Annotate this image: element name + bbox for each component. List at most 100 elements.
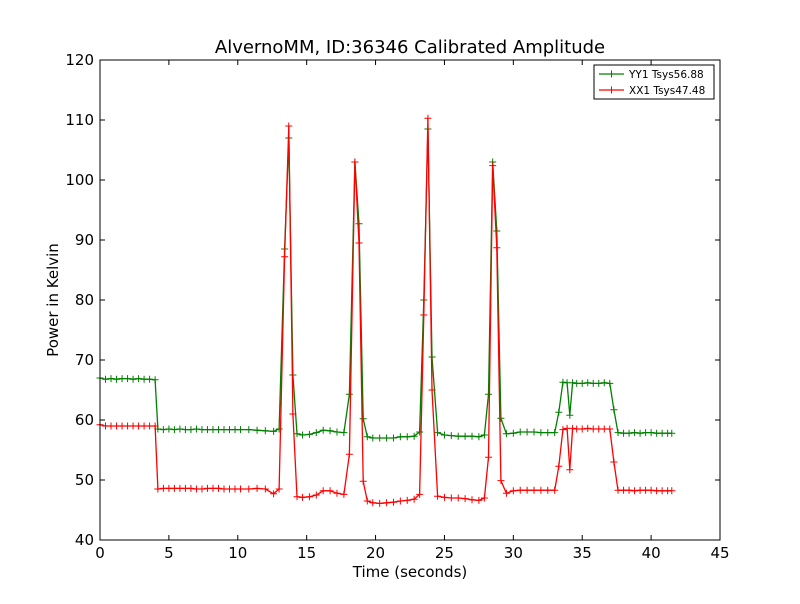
data-point-marker: [606, 425, 614, 433]
y-tick-label: 40: [75, 531, 94, 549]
data-point-marker: [326, 427, 334, 435]
data-point-marker: [237, 485, 245, 493]
data-point-marker: [489, 162, 497, 170]
data-point-marker: [369, 499, 377, 507]
data-point-marker: [493, 244, 501, 252]
data-point-marker: [461, 495, 469, 503]
data-point-marker: [493, 227, 501, 235]
data-point-marker: [270, 490, 278, 498]
data-point-marker: [509, 487, 517, 495]
data-point-marker: [293, 430, 301, 438]
data-point-marker: [383, 434, 391, 442]
data-point-marker: [668, 487, 676, 495]
data-point-marker: [569, 379, 577, 387]
data-point-marker: [516, 486, 524, 494]
data-point-marker: [600, 379, 608, 387]
data-point-marker: [159, 426, 167, 434]
data-point-marker: [113, 375, 121, 383]
data-point-marker: [578, 425, 586, 433]
axis-ticks: 0 5 10 15 20 25 30 35 40 45 40 50 60 70 80 90 100 110 120: [65, 51, 729, 562]
data-point-marker: [647, 429, 655, 437]
data-point-marker: [151, 422, 159, 430]
data-point-marker: [129, 375, 137, 383]
data-point-marker: [559, 378, 567, 386]
data-point-marker: [214, 484, 222, 492]
data-point-marker: [261, 485, 269, 493]
data-point-marker: [454, 494, 462, 502]
data-point-marker: [555, 408, 563, 416]
y-tick-label: 60: [75, 411, 94, 429]
data-point-marker: [124, 375, 132, 383]
data-point-marker: [146, 375, 154, 383]
data-point-marker: [523, 428, 531, 436]
data-point-marker: [285, 122, 293, 130]
data-point-marker: [270, 427, 278, 435]
data-point-marker: [102, 375, 110, 383]
data-point-marker: [610, 406, 618, 414]
data-point-marker: [333, 489, 341, 497]
data-point-marker: [237, 426, 245, 434]
data-point-marker: [340, 429, 348, 437]
data-point-marker: [359, 415, 367, 423]
data-point-marker: [440, 431, 448, 439]
data-point-marker: [551, 429, 559, 437]
data-point-marker: [403, 496, 411, 504]
data-point-marker: [668, 429, 676, 437]
data-point-marker: [530, 428, 538, 436]
legend-label: XX1 Tsys47.48: [629, 85, 705, 97]
data-point-marker: [584, 424, 592, 432]
data-point-marker: [461, 432, 469, 440]
data-point-marker: [293, 493, 301, 501]
y-axis-label: Power in Kelvin: [44, 243, 62, 357]
x-tick-label: 30: [504, 544, 523, 562]
data-point-marker: [447, 432, 455, 440]
data-point-marker: [636, 429, 644, 437]
data-point-marker: [253, 426, 261, 434]
data-point-marker: [468, 432, 476, 440]
data-point-marker: [369, 434, 377, 442]
data-point-marker: [261, 427, 269, 435]
data-point-marker: [555, 462, 563, 470]
data-point-marker: [610, 458, 618, 466]
data-point-marker: [434, 492, 442, 500]
data-point-marker: [551, 486, 559, 494]
x-tick-label: 10: [228, 544, 247, 562]
data-point-marker: [299, 431, 307, 439]
data-point-marker: [566, 466, 574, 474]
data-point-marker: [480, 431, 488, 439]
data-point-marker: [614, 429, 622, 437]
x-tick-label: 0: [95, 544, 105, 562]
data-point-marker: [410, 432, 418, 440]
data-point-marker: [135, 375, 143, 383]
data-point-marker: [569, 424, 577, 432]
data-point-marker: [537, 486, 545, 494]
data-point-marker: [351, 158, 359, 166]
data-point-marker: [416, 490, 424, 498]
data-point-marker: [326, 487, 334, 495]
data-point-marker: [389, 498, 397, 506]
data-point-marker: [595, 379, 603, 387]
data-point-marker: [396, 497, 404, 505]
data-point-marker: [468, 496, 476, 504]
y-tick-label: 50: [75, 471, 94, 489]
data-point-marker: [198, 485, 206, 493]
data-point-marker: [509, 429, 517, 437]
data-point-marker: [363, 497, 371, 505]
data-point-marker: [647, 486, 655, 494]
data-point-marker: [376, 499, 384, 507]
data-point-marker: [434, 429, 442, 437]
data-point-marker: [389, 434, 397, 442]
data-point-marker: [544, 429, 552, 437]
data-point-marker: [345, 450, 353, 458]
data-point-marker: [355, 239, 363, 247]
data-point-marker: [319, 487, 327, 495]
data-point-marker: [187, 426, 195, 434]
data-point-marker: [631, 487, 639, 495]
legend-marker: [608, 70, 615, 78]
data-point-marker: [363, 433, 371, 441]
data-point-marker: [606, 379, 614, 387]
data-point-marker: [107, 375, 115, 383]
data-point-marker: [523, 486, 531, 494]
data-point-marker: [625, 486, 633, 494]
